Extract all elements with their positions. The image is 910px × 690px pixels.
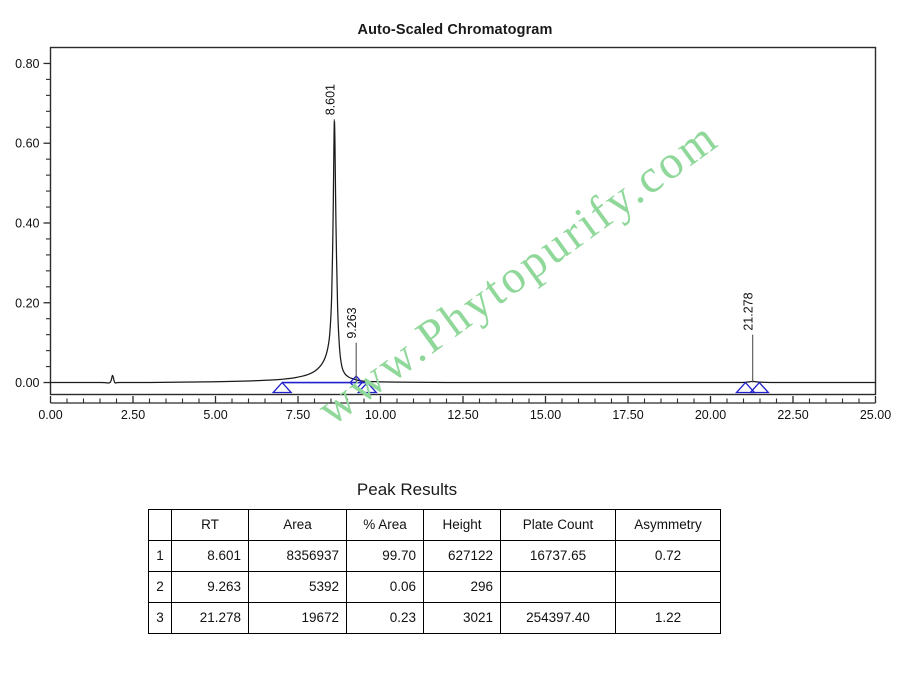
- cell-plate-count: 16737.65: [500, 540, 616, 572]
- cell-pct-area: 0.23: [346, 602, 424, 634]
- header-plate-count: Plate Count: [500, 509, 616, 541]
- cell-rt: 8.601: [171, 540, 249, 572]
- x-tick-label: 17.50: [612, 408, 643, 422]
- x-tick-label: 20.00: [695, 408, 726, 422]
- cell-pct-area: 99.70: [346, 540, 424, 572]
- peak-labels: 8.601 9.263 21.278: [323, 84, 756, 383]
- header-index: [148, 509, 172, 541]
- table-row: 1 8.601 8356937 99.70 627122 16737.65 0.72: [148, 540, 721, 572]
- cell-pct-area: 0.06: [346, 571, 424, 603]
- y-tick-label: 0.20: [15, 296, 39, 310]
- cell-area: 19672: [248, 602, 347, 634]
- x-tick-label: 22.50: [777, 408, 808, 422]
- x-tick-label: 12.50: [447, 408, 478, 422]
- x-tick-label: 10.00: [365, 408, 396, 422]
- peak-marker-triangle-icon: [356, 381, 378, 394]
- y-axis: 0.00 0.20 0.40 0.60 0.80: [15, 57, 51, 390]
- x-tick-label: 7.50: [286, 408, 310, 422]
- table-row: 3 21.278 19672 0.23 3021 254397.40 1.22: [148, 602, 721, 634]
- cell-index: 2: [148, 571, 172, 603]
- cell-height: 296: [423, 571, 501, 603]
- peak-label: 21.278: [742, 292, 756, 330]
- cell-index: 1: [148, 540, 172, 572]
- peak-markers: [271, 375, 770, 394]
- cell-asymmetry: 1.22: [615, 602, 721, 634]
- y-tick-label: 0.40: [15, 216, 39, 230]
- x-axis: 0.00 2.50 5.00 7.50 10.00 12.50 15.00 17.50 20.0…: [38, 396, 891, 422]
- peak-marker-triangle-icon: [271, 381, 293, 394]
- peak-marker-diamond-icon: [349, 375, 364, 390]
- header-pct-area: % Area: [346, 509, 424, 541]
- chromatogram-plot: 0.00 0.20 0.40 0.60 0.80 0.00 2.50 5.00 7.50 10.…: [15, 46, 891, 422]
- header-rt: RT: [171, 509, 249, 541]
- cell-height: 627122: [423, 540, 501, 572]
- header-asymmetry: Asymmetry: [615, 509, 721, 541]
- peak-marker-triangle-icon: [748, 381, 770, 394]
- cell-plate-count: 254397.40: [500, 602, 616, 634]
- header-area: Area: [248, 509, 347, 541]
- cell-rt: 21.278: [171, 602, 249, 634]
- header-height: Height: [423, 509, 501, 541]
- y-tick-label: 0.00: [15, 376, 39, 390]
- plot-frame: [49, 46, 877, 396]
- peak-results-table: RT Area % Area Height Plate Count Asymme…: [148, 509, 721, 634]
- peak-label: 8.601: [323, 84, 337, 115]
- table-header-row: RT Area % Area Height Plate Count Asymme…: [148, 509, 721, 541]
- chromatogram-svg: 0.00 0.20 0.40 0.60 0.80 0.00 2.50 5.00 7.50 10.…: [15, 46, 891, 422]
- cell-plate-count: [500, 571, 616, 603]
- x-tick-label: 0.00: [38, 408, 62, 422]
- chart-title: Auto-Scaled Chromatogram: [357, 22, 553, 38]
- x-tick-label: 5.00: [203, 408, 227, 422]
- cell-height: 3021: [423, 602, 501, 634]
- table-row: 2 9.263 5392 0.06 296: [148, 571, 721, 603]
- x-tick-label: 15.00: [530, 408, 561, 422]
- cell-area: 5392: [248, 571, 347, 603]
- peak-marker-triangle-icon: [735, 381, 756, 394]
- cell-area: 8356937: [248, 540, 347, 572]
- cell-asymmetry: 0.72: [615, 540, 721, 572]
- peak-label: 9.263: [345, 307, 359, 338]
- peak-results-title: Peak Results: [356, 480, 458, 499]
- cell-asymmetry: [615, 571, 721, 603]
- x-tick-label: 2.50: [121, 408, 145, 422]
- cell-rt: 9.263: [171, 571, 249, 603]
- cell-index: 3: [148, 602, 172, 634]
- x-tick-label: 25.00: [860, 408, 891, 422]
- y-tick-label: 0.60: [15, 137, 39, 151]
- y-tick-label: 0.80: [15, 57, 39, 71]
